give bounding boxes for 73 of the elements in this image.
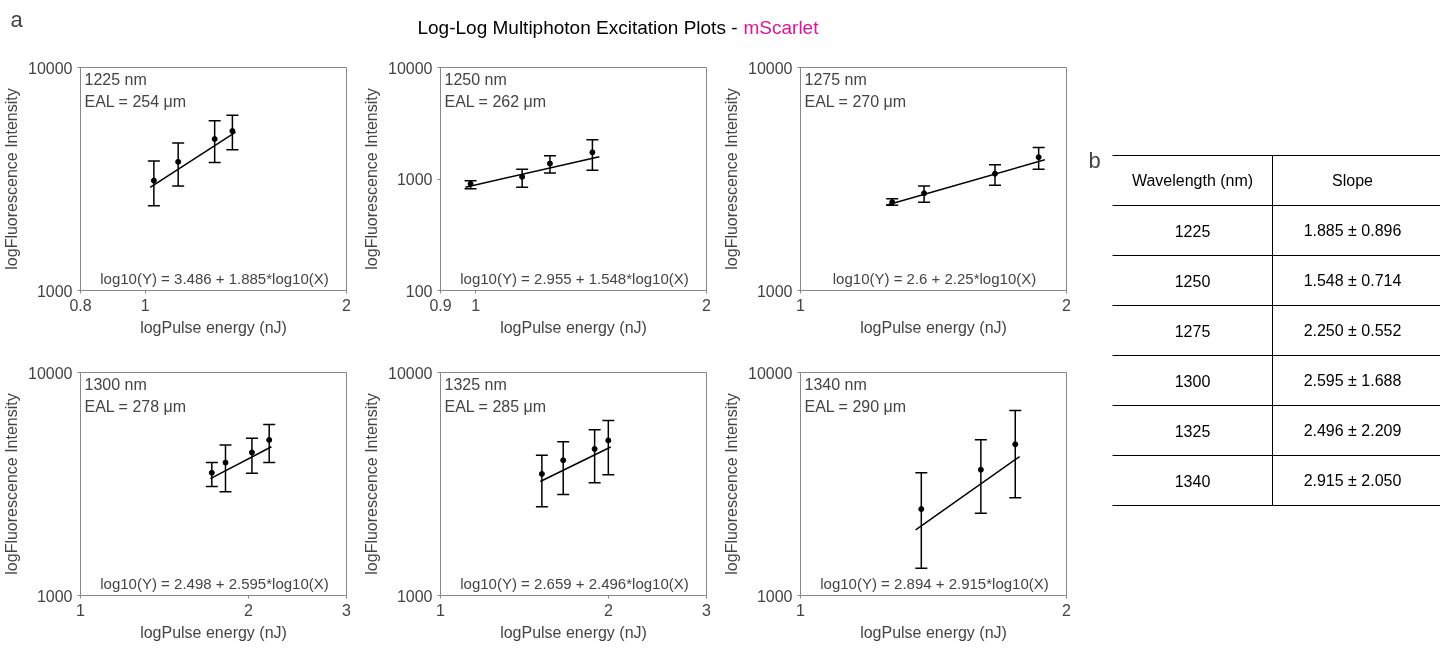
x-tick-label: 3 [702, 601, 712, 619]
x-tick-label: 1 [76, 601, 86, 619]
y-tick-label: 10000 [748, 59, 793, 77]
y-axis-title: logFluorescence Intensity [723, 88, 741, 270]
annotation: EAL = 278 μm [84, 397, 187, 415]
text: Log-Log Multiphoton Excitation Plots - [417, 16, 738, 38]
x-tick-label: 1 [796, 601, 806, 619]
annotation: log10(Y) = 2.659 + 2.496*log10(X) [460, 574, 689, 592]
y-tick-label: 1000 [756, 587, 793, 605]
y-tick-label: 1250 [1174, 272, 1211, 290]
text: mScarlet [743, 16, 820, 38]
x-axis-title: logPulse energy (nJ) [500, 318, 647, 336]
annotation: log10(Y) = 3.486 + 1.885*log10(X) [100, 269, 329, 287]
annotation: EAL = 270 μm [804, 92, 907, 110]
annotation: log10(Y) = 2.498 + 2.595*log10(X) [100, 574, 329, 592]
annotation: 1225 nm [84, 70, 147, 88]
x-tick-label: 2 [702, 296, 712, 314]
x-tick-label: 1 [436, 601, 446, 619]
y-axis-title: logFluorescence Intensity [363, 88, 381, 270]
text: b [1088, 148, 1101, 173]
y-axis-title: logFluorescence Intensity [723, 393, 741, 575]
y-tick-label: 10000 [748, 364, 793, 382]
x-tick-label: 2 [1062, 601, 1072, 619]
y-tick-label: 10000 [388, 364, 433, 382]
x-tick-label: 1 [140, 296, 150, 314]
x-tick-label: 1 [471, 296, 481, 314]
text: 2.496 ± 2.209 [1303, 422, 1402, 439]
y-tick-label: 1225 [1174, 222, 1211, 240]
y-tick-label: 1325 [1174, 422, 1211, 440]
annotation: 1275 nm [804, 70, 867, 88]
annotation: log10(Y) = 2.955 + 1.548*log10(X) [460, 269, 689, 287]
annotation: EAL = 254 μm [84, 92, 187, 110]
text: 2.595 ± 1.688 [1303, 372, 1402, 389]
x-axis-title: logPulse energy (nJ) [860, 623, 1007, 641]
x-tick-label: 2 [342, 296, 352, 314]
annotation: 1340 nm [804, 375, 867, 393]
x-tick-label: 2 [603, 601, 613, 619]
x-axis-title: logPulse energy (nJ) [140, 623, 287, 641]
y-tick-label: 1000 [756, 282, 793, 300]
x-tick-label: 2 [243, 601, 253, 619]
x-tick-label: Slope [1332, 172, 1374, 189]
annotation: EAL = 285 μm [444, 397, 547, 415]
annotation: 1300 nm [84, 375, 147, 393]
y-axis-title: logFluorescence Intensity [363, 393, 381, 575]
annotation: EAL = 290 μm [804, 397, 907, 415]
y-tick-label: 1340 [1174, 472, 1211, 490]
y-axis-title: logFluorescence Intensity [3, 88, 21, 270]
text: 1.885 ± 0.896 [1303, 222, 1402, 239]
text: 2.915 ± 2.050 [1303, 472, 1402, 489]
y-tick-label: 10000 [28, 364, 73, 382]
y-axis-title: Wavelength (nm) [1131, 172, 1254, 189]
annotation: log10(Y) = 2.894 + 2.915*log10(X) [820, 574, 1049, 592]
y-tick-label: 1000 [396, 587, 433, 605]
y-axis-title: logFluorescence Intensity [3, 393, 21, 575]
y-tick-label: 1300 [1174, 372, 1211, 390]
x-tick-label: 1 [796, 296, 806, 314]
y-tick-label: 1000 [36, 587, 73, 605]
x-tick-label: 3 [342, 601, 352, 619]
x-tick-label: 2 [1062, 296, 1072, 314]
text: 1.548 ± 0.714 [1303, 272, 1402, 289]
y-tick-label: 10000 [28, 59, 73, 77]
text: 2.250 ± 0.552 [1303, 322, 1402, 339]
annotation: 1250 nm [444, 70, 507, 88]
x-axis-title: logPulse energy (nJ) [860, 318, 1007, 336]
y-tick-label: 10000 [388, 59, 433, 77]
annotation: EAL = 262 μm [444, 92, 547, 110]
text: a [10, 6, 24, 32]
x-axis-title: logPulse energy (nJ) [500, 623, 647, 641]
y-tick-label: 1000 [396, 171, 433, 188]
y-tick-label: 1275 [1174, 322, 1211, 340]
x-axis-title: logPulse energy (nJ) [140, 318, 287, 336]
annotation: 1325 nm [444, 375, 507, 393]
annotation: log10(Y) = 2.6 + 2.25*log10(X) [832, 269, 1037, 287]
